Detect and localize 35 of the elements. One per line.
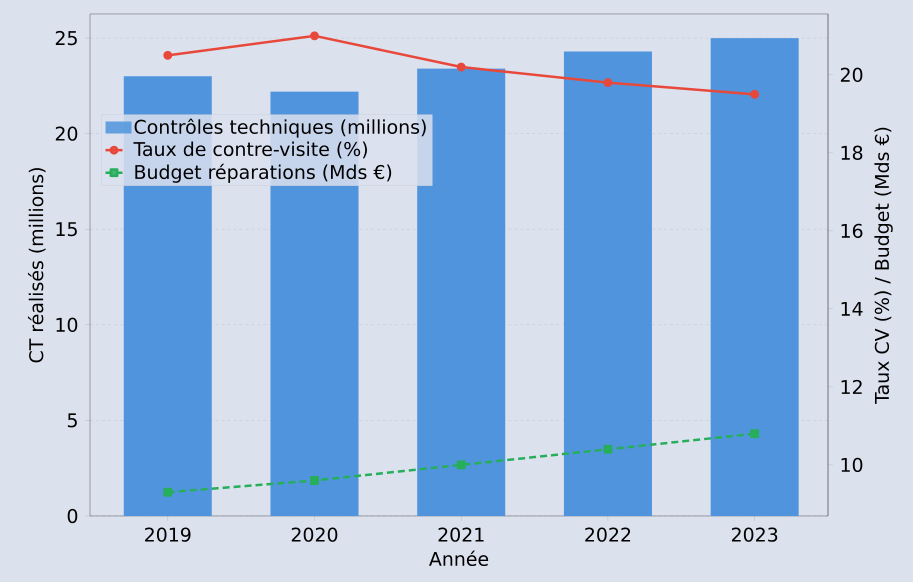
x-tick-label: 2019: [145, 527, 191, 542]
point: [163, 50, 172, 60]
point: [456, 460, 466, 470]
point: [750, 429, 760, 438]
x-tick-label: 2022: [585, 527, 630, 542]
y-tick-label: 15: [56, 222, 77, 236]
y2-axis-title: Taux CV (%) / Budget (Mds €): [874, 128, 893, 404]
point: [310, 476, 319, 485]
point: [603, 444, 612, 454]
legend-label: Contrôles techniques (millions): [134, 118, 426, 138]
point: [750, 90, 760, 99]
x-tick-label: 2021: [438, 527, 484, 542]
y-tick-label: 25: [56, 30, 77, 46]
y2-tick-label: 20: [840, 68, 862, 82]
point: [456, 62, 466, 72]
y-tick-label: 0: [68, 508, 78, 524]
y2-tick-label: 18: [842, 146, 862, 160]
legend-label: Budget réparations (Mds €): [135, 164, 392, 183]
x-tick-label: 2020: [292, 527, 338, 542]
y2-tick-label: 14: [842, 302, 863, 316]
bar: [564, 51, 652, 516]
point: [310, 31, 319, 40]
y-tick-label: 5: [68, 413, 77, 428]
y2-tick-label: 12: [842, 380, 862, 394]
point: [163, 488, 172, 497]
y2-tick-label: 16: [842, 224, 862, 238]
y2-tick-label: 10: [842, 458, 862, 472]
y-axis-title: CT réalisés (millions): [28, 168, 46, 362]
legend-label: Taux de contre-visite (%): [133, 142, 367, 158]
y-tick-label: 10: [56, 318, 78, 332]
point: [603, 78, 612, 88]
x-axis-title: Année: [429, 550, 488, 566]
bar: [710, 38, 799, 516]
x-tick-label: 2023: [732, 527, 778, 542]
y-tick-label: 20: [56, 126, 78, 141]
